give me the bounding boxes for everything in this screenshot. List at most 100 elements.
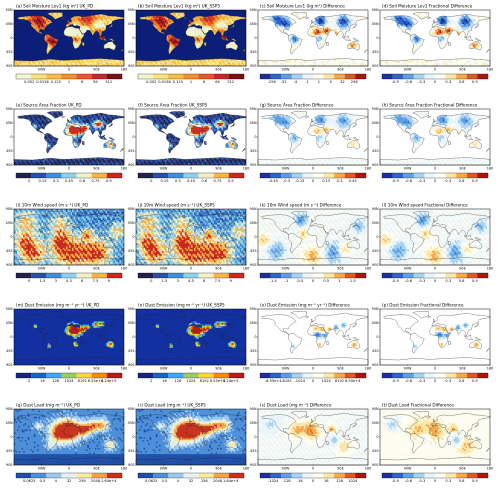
colorbar-swatch: [16, 74, 32, 79]
colorbar-tick-label: -0.9: [392, 179, 400, 183]
coastline: [182, 416, 187, 418]
colorbar-tick-label: 0.6: [459, 479, 465, 483]
colorbar-swatch: [355, 273, 367, 278]
coastline: [203, 440, 207, 445]
coastline: [182, 316, 187, 318]
coastline: [474, 422, 479, 428]
colorbar-swatch: [168, 373, 184, 378]
colorbar-tick-label: 0.6: [459, 279, 465, 283]
lon-tick-label: 0: [434, 68, 436, 72]
coastline: [188, 19, 192, 23]
coastline: [46, 111, 64, 119]
coastline: [166, 133, 181, 154]
colorbar-swatch: [466, 173, 478, 178]
coastline: [341, 434, 352, 441]
lat-tick-label: 0: [254, 135, 256, 139]
coastline: [474, 222, 479, 228]
colorbar-swatch: [61, 173, 77, 178]
lon-tick-label: 90W: [404, 167, 412, 171]
colorbar-tick-label: 0.9: [472, 80, 478, 84]
coastline: [108, 137, 115, 141]
coastline: [225, 240, 238, 250]
colorbar-tick-label: 4: [55, 479, 58, 483]
colorbar-tick-label: 0: [28, 179, 31, 183]
colorbar-swatch: [198, 373, 214, 378]
lat-tick-label: 45N: [128, 22, 135, 26]
colorbar-tick-label: 7.5: [215, 279, 221, 283]
colorbar-tick-label: -0.9: [392, 80, 400, 84]
colorbar: 0.0625 0.5 4 32 256 2048 1.64e+4: [15, 472, 123, 483]
lon-tick-label: 90W: [282, 467, 290, 471]
lon-tick-label: 0: [434, 267, 436, 271]
coastline: [81, 240, 85, 245]
coastline: [463, 434, 474, 441]
colorbar-tick-label: -8192: [281, 379, 291, 383]
colorbar-swatch: [138, 74, 154, 79]
lon-tick-label: 180: [365, 367, 371, 371]
coastline: [290, 411, 308, 419]
panel-title: (i) 10m Wind speed (m s⁻¹) UK_PD: [16, 203, 88, 208]
colorbar-swatch: [456, 373, 467, 378]
coastline: [187, 312, 247, 337]
coastline: [290, 111, 308, 119]
panel-title: (c) Soil Moisture Lev1 (kg m²) Differenc…: [260, 4, 345, 9]
coastline: [432, 318, 436, 322]
colorbar-swatch: [106, 74, 123, 79]
lat-tick-label: 0: [376, 335, 378, 339]
lat-tick-label: 90S: [6, 363, 12, 367]
colorbar-swatch: [313, 273, 324, 278]
panel-title: (n) Dust Emission (mg m⁻² yr⁻¹) UK_SSP5: [138, 303, 225, 308]
colorbar-swatch: [168, 473, 184, 478]
coastline: [307, 26, 329, 50]
lat-tick-label: 90N: [128, 107, 135, 111]
coastline: [310, 118, 314, 122]
colorbar-swatch: [445, 173, 457, 178]
coastline: [81, 340, 85, 345]
coastline: [44, 333, 59, 354]
colorbar-swatch: [270, 373, 282, 378]
colorbar: -256 -32 -4 -1 1 4 32 256: [259, 73, 367, 84]
coastline: [309, 312, 369, 337]
colorbar-swatch: [344, 473, 356, 478]
coastline: [108, 222, 113, 228]
coastline: [432, 218, 436, 222]
colorbar-swatch: [198, 273, 214, 278]
colorbar-tick-label: 0.0625: [145, 479, 158, 483]
coastline: [81, 41, 85, 46]
lat-tick-label: 0: [132, 36, 134, 40]
lon-tick-label: 90E: [459, 367, 465, 371]
colorbar-tick-label: -0.3: [418, 179, 425, 183]
colorbar-tick-label: 0.6: [459, 80, 465, 84]
colorbar: 0 0.15 0.3 0.45 0.6 0.75 0.9: [15, 172, 123, 183]
colorbar-tick-label: 1.5: [40, 279, 46, 283]
colorbar-swatch: [355, 473, 367, 478]
colorbar-swatch: [445, 74, 457, 79]
coastline: [182, 216, 187, 218]
lon-tick-label: 90W: [160, 68, 168, 72]
coastline: [412, 111, 430, 119]
coastline: [97, 234, 108, 241]
map-panel: (k) 10m Wind speed (m s⁻¹) Difference90N…: [250, 203, 372, 284]
colorbar-tick-label: 0.9: [472, 479, 478, 483]
colorbar-swatch: [106, 173, 123, 178]
colorbar-tick-label: 32: [189, 479, 194, 483]
coastline: [168, 111, 186, 119]
lon-tick-label: 90W: [38, 467, 46, 471]
colorbar-swatch: [302, 273, 314, 278]
colorbar-tick-label: 0.6: [201, 179, 207, 183]
colorbar-swatch: [313, 473, 324, 478]
lat-tick-label: 90N: [250, 307, 257, 311]
lat-tick-label: 45S: [128, 449, 134, 453]
colorbar-swatch: [270, 473, 282, 478]
lon-tick-label: 180: [243, 167, 249, 171]
coastline: [219, 434, 230, 441]
colorbar-tick-label: 6.55e+4: [345, 379, 361, 383]
panel-title: (a) Soil Moisture Lev1 (kg m²) UK_PD: [16, 4, 93, 9]
coastline: [230, 437, 237, 441]
lon-tick-label: 90W: [160, 267, 168, 271]
colorbar-swatch: [456, 473, 467, 478]
map-panel: (d) Soil Moisture Lev1 Fractional Differ…: [372, 4, 494, 85]
colorbar-tick-label: 7.5: [93, 279, 99, 283]
colorbar-swatch: [76, 74, 92, 79]
